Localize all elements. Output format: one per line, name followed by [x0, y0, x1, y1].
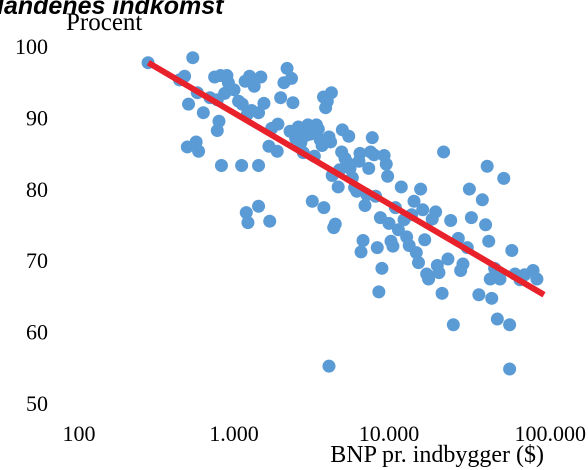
data-point: [375, 261, 389, 275]
data-point: [418, 233, 432, 247]
data-point: [429, 205, 443, 219]
data-point: [196, 106, 210, 120]
data-point: [437, 145, 451, 159]
x-tick-label: 1.000: [209, 421, 259, 446]
data-point: [456, 257, 470, 271]
data-point: [490, 312, 504, 326]
data-point: [493, 272, 507, 286]
data-point: [475, 193, 489, 207]
data-point: [435, 286, 449, 300]
data-point: [432, 266, 446, 280]
x-tick-label: 100.000: [515, 421, 587, 446]
data-point: [441, 252, 455, 266]
data-point: [331, 180, 345, 194]
data-point: [286, 96, 300, 110]
data-point: [483, 272, 497, 286]
data-point: [379, 157, 393, 171]
y-axis-ticks: 50 60 70 80 90 100: [15, 34, 48, 416]
data-point: [358, 199, 372, 213]
data-point: [381, 169, 395, 183]
data-point: [409, 246, 423, 260]
data-point: [322, 359, 336, 373]
data-point: [412, 256, 426, 270]
data-point: [241, 216, 255, 230]
data-point: [464, 211, 478, 225]
data-point: [386, 239, 400, 253]
data-point: [274, 91, 288, 105]
data-point: [505, 243, 519, 257]
data-point: [394, 180, 408, 194]
trendline: [146, 60, 546, 298]
data-point: [365, 131, 379, 145]
data-point: [271, 117, 285, 131]
data-point: [324, 135, 338, 149]
data-point: [482, 234, 496, 248]
data-point: [235, 159, 249, 173]
data-point: [370, 241, 384, 255]
chart-title: landenes indkomst: [0, 0, 225, 20]
data-point: [192, 144, 206, 158]
data-point: [367, 148, 381, 162]
data-point: [252, 159, 266, 173]
data-point: [372, 285, 386, 299]
data-point: [243, 69, 257, 83]
data-point: [362, 161, 376, 175]
data-point: [280, 61, 294, 75]
data-point: [462, 182, 476, 196]
data-point: [285, 71, 299, 85]
data-point: [444, 214, 458, 228]
data-point: [353, 146, 367, 160]
data-point: [356, 233, 370, 247]
data-point: [479, 218, 493, 232]
data-point: [480, 159, 494, 173]
data-point: [254, 70, 268, 84]
data-point: [416, 203, 430, 217]
y-tick-label: 70: [26, 248, 48, 273]
data-point: [235, 97, 249, 111]
data-point: [446, 318, 460, 332]
data-point: [422, 272, 436, 286]
data-point: [182, 97, 196, 111]
data-point: [247, 79, 261, 93]
data-point: [485, 291, 499, 305]
y-tick-label: 90: [26, 105, 48, 130]
data-point: [227, 83, 241, 97]
data-point: [220, 69, 234, 83]
data-point: [354, 245, 368, 259]
data-point: [342, 129, 356, 143]
data-point: [414, 182, 428, 196]
x-axis-label: BNP pr. indbygger ($): [330, 442, 544, 468]
data-point: [212, 114, 226, 128]
y-tick-label: 50: [26, 391, 48, 416]
y-tick-label: 80: [26, 177, 48, 202]
data-point: [214, 159, 228, 173]
data-point: [407, 194, 421, 208]
data-point: [270, 144, 284, 158]
data-point: [503, 362, 517, 376]
data-point: [328, 217, 342, 231]
data-point: [497, 171, 511, 185]
y-tick-label: 60: [26, 320, 48, 345]
data-point: [382, 216, 396, 230]
x-tick-label: 100: [63, 421, 96, 446]
data-point: [252, 199, 266, 213]
y-axis-unit-label: Procent: [66, 9, 142, 36]
data-points: [141, 51, 544, 376]
data-point: [317, 201, 331, 215]
data-point: [239, 206, 253, 220]
x-tick-label: 10.000: [359, 421, 420, 446]
data-point: [324, 86, 338, 100]
data-point: [311, 122, 325, 136]
data-point: [503, 318, 517, 332]
x-axis-ticks: 100 1.000 10.000 100.000: [63, 421, 587, 446]
data-point: [472, 288, 486, 302]
y-tick-label: 100: [15, 34, 48, 59]
data-point: [263, 214, 277, 228]
data-point: [257, 96, 271, 110]
data-point: [305, 194, 319, 208]
data-point: [186, 51, 200, 65]
data-point: [530, 272, 544, 286]
